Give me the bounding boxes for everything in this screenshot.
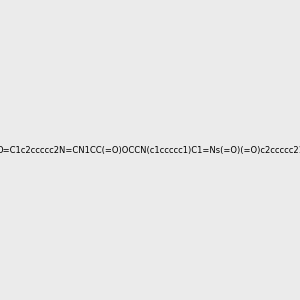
Text: O=C1c2ccccc2N=CN1CC(=O)OCCN(c1ccccc1)C1=Ns(=O)(=O)c2ccccc21: O=C1c2ccccc2N=CN1CC(=O)OCCN(c1ccccc1)C1=… (0, 146, 300, 154)
